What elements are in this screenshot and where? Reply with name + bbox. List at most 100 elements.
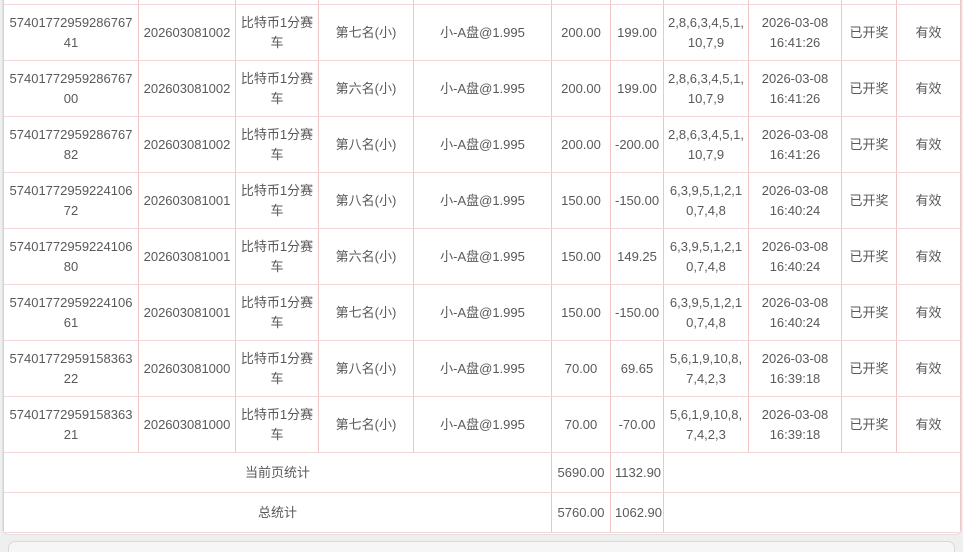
table-row: 5740177295928676741 202603081002 比特币1分赛车 第七… bbox=[3, 4, 961, 61]
cell-bet-time: 2026-03-08 16:40:24 bbox=[748, 284, 842, 341]
cell-bet-time: 2026-03-08 16:41:26 bbox=[748, 116, 842, 173]
cell-draw-result: 6,3,9,5,1,2,10,7,4,8 bbox=[663, 172, 749, 229]
cell-bet-time: 2026-03-08 16:40:24 bbox=[748, 172, 842, 229]
cell-period-number: 202603081002 bbox=[138, 4, 236, 61]
cell-order-id: 5740177295915836322 bbox=[3, 340, 139, 397]
cell-draw-result: 2,8,6,3,4,5,1,10,7,9 bbox=[663, 116, 749, 173]
cell-period-number: 202603081001 bbox=[138, 172, 236, 229]
cell-validity: 有效 bbox=[896, 396, 961, 453]
cell-game-name: 比特币1分赛车 bbox=[235, 60, 319, 117]
cell-odds: 小-A盘@1.995 bbox=[413, 228, 552, 285]
table-body: 5740177295928676741 202603081002 比特币1分赛车 第七… bbox=[3, 0, 961, 533]
cell-period-number: 202603081002 bbox=[138, 116, 236, 173]
table-row: 5740177295928676782 202603081002 比特币1分赛车 第八… bbox=[3, 116, 961, 173]
cell-order-id: 5740177295915836321 bbox=[3, 396, 139, 453]
cell-draw-result: 5,6,1,9,10,8,7,4,2,3 bbox=[663, 340, 749, 397]
table-row: 5740177295915836321 202603081000 比特币1分赛车 第七… bbox=[3, 396, 961, 453]
cell-profit: 199.00 bbox=[610, 4, 664, 61]
table-row: 5740177295915836322 202603081000 比特币1分赛车 第八… bbox=[3, 340, 961, 397]
cell-game-name: 比特币1分赛车 bbox=[235, 228, 319, 285]
cell-order-id: 5740177295922410672 bbox=[3, 172, 139, 229]
cell-game-name: 比特币1分赛车 bbox=[235, 116, 319, 173]
bottom-panel bbox=[8, 541, 955, 552]
cell-odds: 小-A盘@1.995 bbox=[413, 396, 552, 453]
summary-profit: 1132.90 bbox=[610, 452, 664, 493]
cell-draw-status: 已开奖 bbox=[841, 60, 897, 117]
cell-period-number: 202603081001 bbox=[138, 228, 236, 285]
table-row: 5740177295928676700 202603081002 比特币1分赛车 第六… bbox=[3, 60, 961, 117]
cell-validity: 有效 bbox=[896, 228, 961, 285]
table-row: 5740177295922410661 202603081001 比特币1分赛车 第七… bbox=[3, 284, 961, 341]
cell-validity: 有效 bbox=[896, 4, 961, 61]
summary-label: 当前页统计 bbox=[3, 452, 552, 493]
cell-bet-time: 2026-03-08 16:39:18 bbox=[748, 396, 842, 453]
cell-bet-amount: 200.00 bbox=[551, 4, 611, 61]
cell-draw-status: 已开奖 bbox=[841, 116, 897, 173]
cell-game-name: 比特币1分赛车 bbox=[235, 4, 319, 61]
cell-bet-amount: 70.00 bbox=[551, 340, 611, 397]
cell-order-id: 5740177295928676700 bbox=[3, 60, 139, 117]
cell-bet-content: 第七名(小) bbox=[318, 284, 414, 341]
cell-period-number: 202603081000 bbox=[138, 340, 236, 397]
cell-order-id: 5740177295928676782 bbox=[3, 116, 139, 173]
summary-row: 当前页统计 5690.00 1132.90 bbox=[3, 452, 961, 493]
cell-draw-result: 6,3,9,5,1,2,10,7,4,8 bbox=[663, 228, 749, 285]
cell-odds: 小-A盘@1.995 bbox=[413, 60, 552, 117]
cell-draw-result: 6,3,9,5,1,2,10,7,4,8 bbox=[663, 284, 749, 341]
bet-records-table: 5740177295928676741 202603081002 比特币1分赛车 第七… bbox=[3, 0, 961, 533]
cell-bet-content: 第八名(小) bbox=[318, 116, 414, 173]
cell-draw-status: 已开奖 bbox=[841, 340, 897, 397]
cell-order-id: 5740177295922410680 bbox=[3, 228, 139, 285]
cell-bet-time: 2026-03-08 16:41:26 bbox=[748, 60, 842, 117]
cell-bet-amount: 70.00 bbox=[551, 396, 611, 453]
cell-profit: 199.00 bbox=[610, 60, 664, 117]
cell-bet-amount: 200.00 bbox=[551, 116, 611, 173]
table-row: 5740177295922410680 202603081001 比特币1分赛车 第六… bbox=[3, 228, 961, 285]
cell-profit: -150.00 bbox=[610, 284, 664, 341]
cell-bet-content: 第七名(小) bbox=[318, 4, 414, 61]
summary-empty bbox=[663, 452, 961, 493]
cell-bet-amount: 150.00 bbox=[551, 284, 611, 341]
bet-records-card: 5740177295928676741 202603081002 比特币1分赛车 第七… bbox=[2, 0, 962, 535]
summary-bet-amount: 5690.00 bbox=[551, 452, 611, 493]
cell-odds: 小-A盘@1.995 bbox=[413, 116, 552, 173]
summary-empty bbox=[663, 492, 961, 533]
cell-profit: -150.00 bbox=[610, 172, 664, 229]
cell-bet-content: 第六名(小) bbox=[318, 60, 414, 117]
cell-game-name: 比特币1分赛车 bbox=[235, 340, 319, 397]
cell-profit: -70.00 bbox=[610, 396, 664, 453]
summary-profit: 1062.90 bbox=[610, 492, 664, 533]
cell-draw-result: 5,6,1,9,10,8,7,4,2,3 bbox=[663, 396, 749, 453]
cell-bet-content: 第六名(小) bbox=[318, 228, 414, 285]
cell-bet-content: 第八名(小) bbox=[318, 172, 414, 229]
cell-period-number: 202603081000 bbox=[138, 396, 236, 453]
cell-draw-status: 已开奖 bbox=[841, 284, 897, 341]
cell-odds: 小-A盘@1.995 bbox=[413, 172, 552, 229]
cell-profit: 69.65 bbox=[610, 340, 664, 397]
cell-game-name: 比特币1分赛车 bbox=[235, 396, 319, 453]
summary-bet-amount: 5760.00 bbox=[551, 492, 611, 533]
cell-draw-status: 已开奖 bbox=[841, 172, 897, 229]
cell-draw-status: 已开奖 bbox=[841, 4, 897, 61]
cell-bet-content: 第七名(小) bbox=[318, 396, 414, 453]
cell-bet-amount: 150.00 bbox=[551, 172, 611, 229]
table-row: 5740177295922410672 202603081001 比特币1分赛车 第八… bbox=[3, 172, 961, 229]
cell-validity: 有效 bbox=[896, 340, 961, 397]
cell-bet-time: 2026-03-08 16:40:24 bbox=[748, 228, 842, 285]
cell-draw-result: 2,8,6,3,4,5,1,10,7,9 bbox=[663, 4, 749, 61]
cell-validity: 有效 bbox=[896, 172, 961, 229]
cell-bet-time: 2026-03-08 16:39:18 bbox=[748, 340, 842, 397]
cell-odds: 小-A盘@1.995 bbox=[413, 4, 552, 61]
cell-game-name: 比特币1分赛车 bbox=[235, 284, 319, 341]
cell-bet-amount: 150.00 bbox=[551, 228, 611, 285]
cell-validity: 有效 bbox=[896, 60, 961, 117]
cell-profit: 149.25 bbox=[610, 228, 664, 285]
cell-profit: -200.00 bbox=[610, 116, 664, 173]
cell-period-number: 202603081001 bbox=[138, 284, 236, 341]
summary-row: 总统计 5760.00 1062.90 bbox=[3, 492, 961, 533]
cell-order-id: 5740177295928676741 bbox=[3, 4, 139, 61]
cell-bet-content: 第八名(小) bbox=[318, 340, 414, 397]
cell-bet-time: 2026-03-08 16:41:26 bbox=[748, 4, 842, 61]
cell-odds: 小-A盘@1.995 bbox=[413, 284, 552, 341]
